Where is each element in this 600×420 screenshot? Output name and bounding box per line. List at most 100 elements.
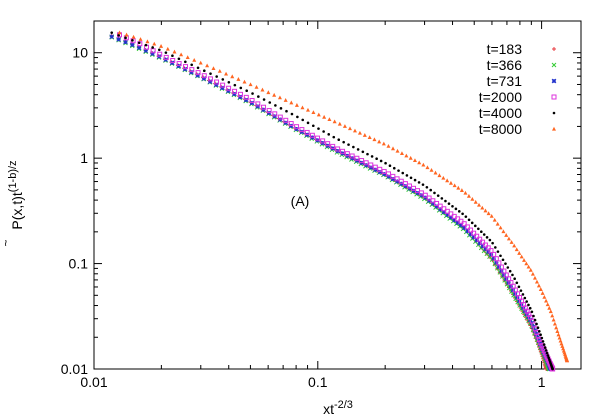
data-point (124, 36, 127, 40)
data-point (454, 207, 458, 211)
data-point (530, 310, 534, 314)
data-point (511, 273, 514, 277)
data-point (474, 233, 480, 239)
data-point (272, 111, 278, 117)
data-point (471, 230, 477, 236)
y-axis-label-base: P(x,t)t (9, 192, 25, 229)
data-point (332, 135, 336, 139)
data-point (109, 34, 115, 40)
data-point (205, 63, 210, 68)
data-point (327, 117, 332, 122)
data-point (262, 98, 266, 101)
data-point (268, 101, 272, 104)
data-point (131, 34, 136, 39)
data-point (279, 107, 283, 110)
data-point (523, 296, 527, 300)
data-point (555, 329, 560, 333)
data-point (466, 193, 471, 198)
data-point (455, 220, 461, 226)
data-point (538, 287, 543, 291)
data-point (164, 51, 168, 54)
data-point (306, 121, 310, 125)
data-point (110, 31, 114, 34)
data-point (370, 155, 374, 158)
axis-ticks: 0.01 0.1 1 0.01 0.1 1 10 (61, 20, 581, 390)
data-point (404, 153, 409, 158)
data-point (227, 80, 231, 84)
data-point (504, 262, 507, 265)
data-point (477, 202, 482, 207)
data-point (533, 318, 537, 322)
data-point (544, 349, 548, 352)
data-point (237, 94, 243, 100)
data-point (192, 57, 197, 62)
legend-marker (551, 94, 557, 100)
data-point (367, 135, 372, 140)
data-point (391, 146, 396, 151)
data-point (441, 175, 446, 180)
data-point (213, 82, 219, 88)
data-point (541, 340, 545, 343)
data-point (182, 64, 188, 70)
data-point (401, 171, 405, 175)
data-point (558, 338, 563, 343)
data-point (506, 266, 510, 269)
data-point (317, 127, 320, 130)
data-point (544, 298, 549, 303)
data-point (468, 231, 474, 237)
data-point (249, 100, 255, 106)
data-point (261, 104, 267, 110)
data-point (412, 158, 417, 163)
data-point (158, 48, 161, 52)
data-point (309, 132, 315, 138)
data-point (232, 88, 238, 94)
data-point (491, 255, 497, 261)
data-point (377, 169, 383, 175)
y-axis-label-group: P(x,t)t(1-b)/z ~ (0, 160, 25, 246)
data-point (116, 37, 122, 42)
data-point (530, 271, 535, 276)
data-point (459, 188, 464, 192)
data-point (433, 170, 438, 175)
data-point (255, 104, 261, 109)
data-point (551, 317, 556, 322)
data-point (340, 148, 346, 154)
data-point (124, 32, 129, 37)
data-point (311, 110, 316, 115)
data-point (322, 130, 325, 133)
data-point (388, 164, 392, 168)
y-axis-label-exponent: (1-b)/z (7, 160, 19, 192)
series-t=8000 (117, 30, 570, 363)
data-point (201, 73, 207, 79)
data-point (195, 70, 201, 76)
data-point (540, 336, 544, 340)
data-point (359, 158, 365, 164)
y-tick-label: 10 (72, 45, 88, 61)
data-point (485, 245, 491, 251)
data-point (480, 230, 483, 233)
data-point (163, 54, 169, 60)
data-point (290, 112, 294, 116)
data-point (429, 188, 433, 192)
data-point (464, 215, 468, 218)
data-point (384, 161, 387, 165)
data-point (485, 236, 489, 239)
series-t=366 (109, 34, 552, 372)
data-point (354, 155, 360, 161)
data-point (537, 337, 543, 343)
data-point (117, 33, 120, 37)
data-point (534, 279, 539, 284)
data-point (185, 55, 190, 60)
data-point (377, 139, 382, 144)
data-point (445, 212, 451, 218)
data-point (152, 41, 157, 46)
data-point (483, 246, 488, 252)
data-point (552, 321, 557, 326)
data-point (131, 39, 134, 42)
legend-label: t=4000 (479, 105, 522, 121)
data-point (480, 243, 486, 249)
data-point (219, 85, 225, 91)
data-point (325, 141, 331, 147)
data-point (437, 203, 443, 209)
